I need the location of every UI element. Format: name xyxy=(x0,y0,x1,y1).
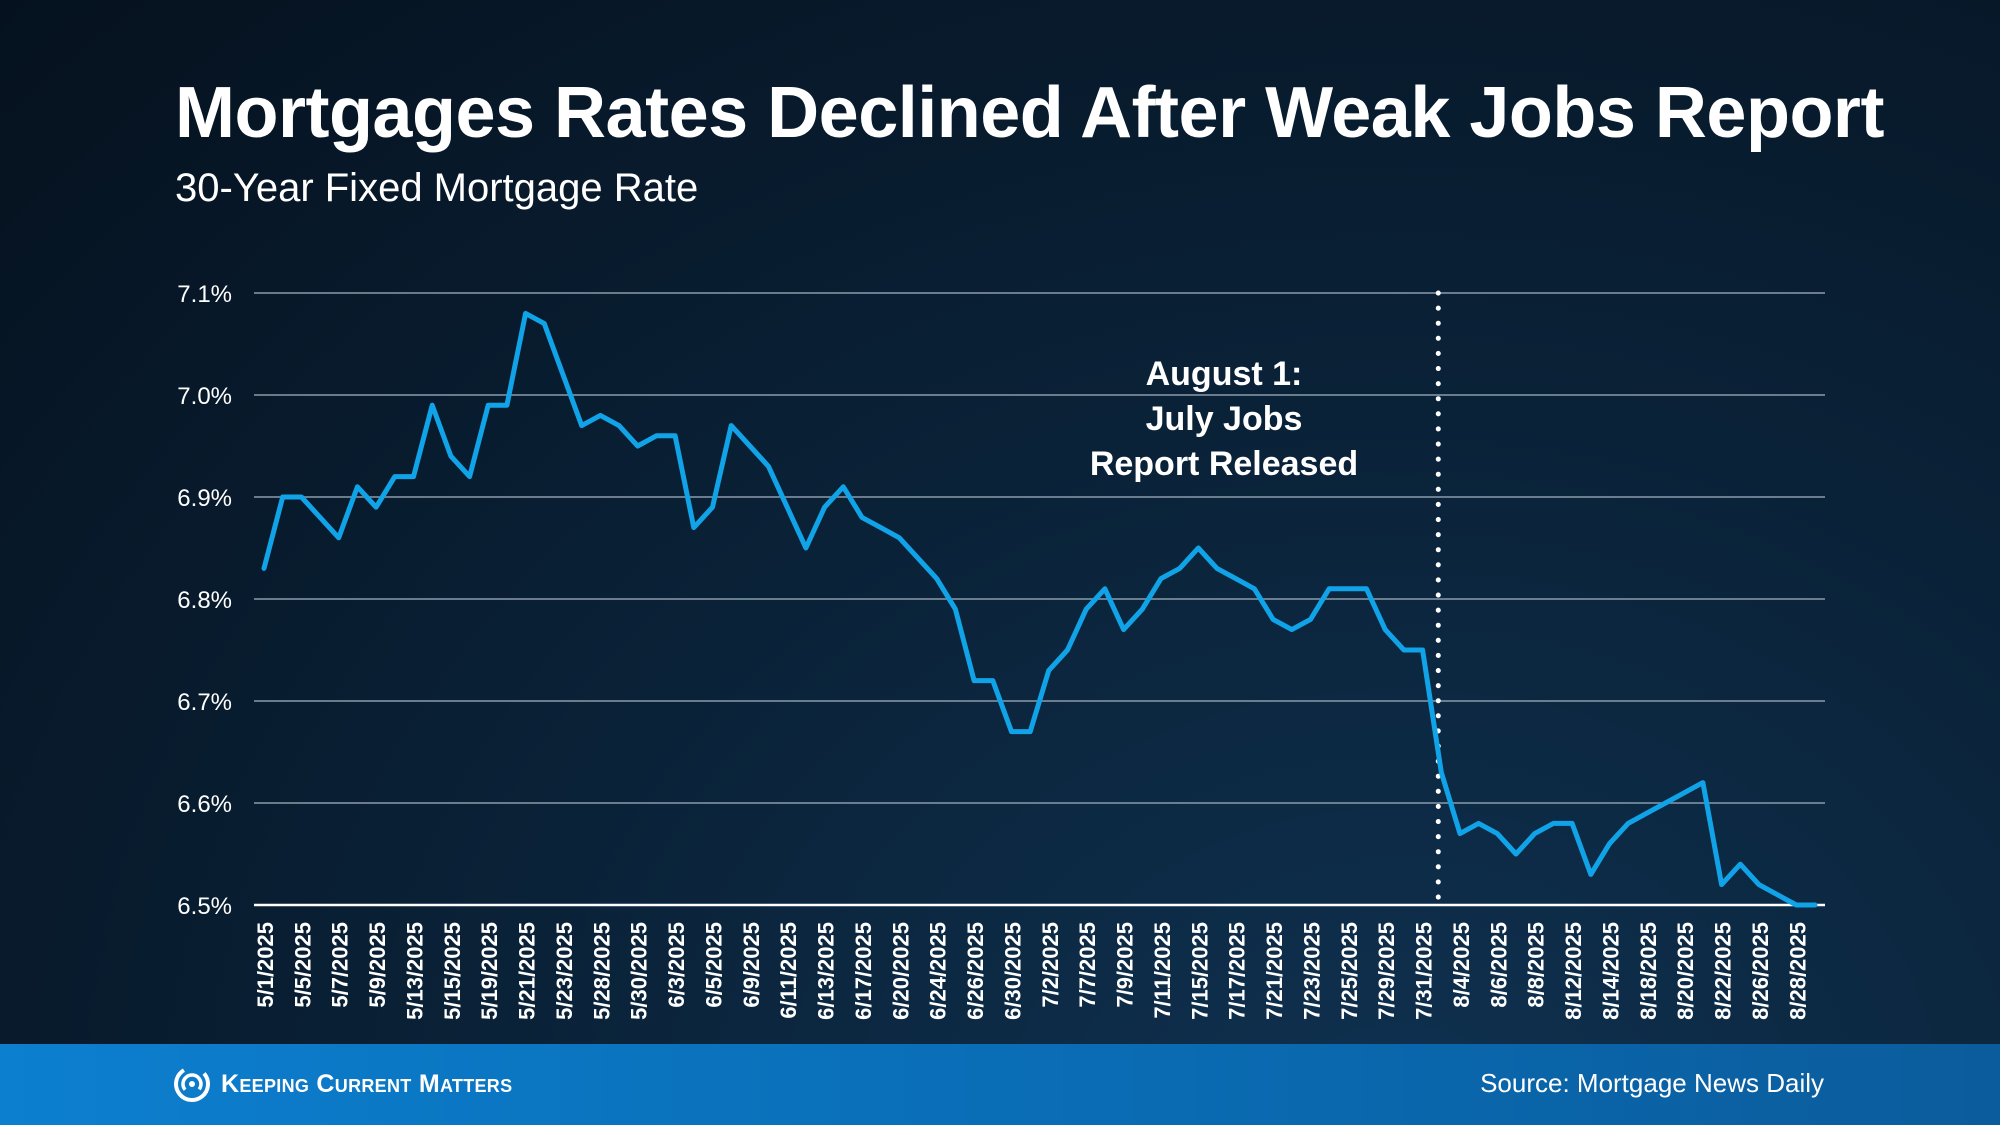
x-tick-label: 8/4/2025 xyxy=(1449,922,1474,1008)
series-line xyxy=(261,310,1818,908)
x-tick-label: 7/29/2025 xyxy=(1374,922,1399,1020)
x-tick-label: 5/15/2025 xyxy=(440,922,465,1020)
x-tick-label: 7/9/2025 xyxy=(1113,922,1138,1008)
y-tick-label: 7.0% xyxy=(177,383,232,410)
x-tick-label: 7/21/2025 xyxy=(1262,922,1287,1020)
x-tick-label: 7/17/2025 xyxy=(1225,922,1250,1020)
x-tick-label: 7/23/2025 xyxy=(1299,922,1324,1020)
x-tick-label: 6/20/2025 xyxy=(888,922,913,1020)
y-tick-label: 6.6% xyxy=(177,791,232,818)
x-tick-label: 6/24/2025 xyxy=(926,922,951,1020)
x-tick-label: 5/30/2025 xyxy=(627,922,652,1020)
x-tick-label: 6/5/2025 xyxy=(701,922,726,1008)
x-tick-label: 8/20/2025 xyxy=(1673,922,1698,1020)
x-tick-label: 8/8/2025 xyxy=(1524,922,1549,1008)
x-tick-label: 5/21/2025 xyxy=(515,922,540,1020)
x-tick-label: 6/11/2025 xyxy=(776,922,801,1019)
x-tick-label: 8/26/2025 xyxy=(1748,922,1773,1020)
y-tick-label: 6.7% xyxy=(177,689,232,716)
x-tick-label: 5/13/2025 xyxy=(402,922,427,1020)
brand: Keeping Current Matters xyxy=(173,1062,512,1106)
x-tick-label: 7/11/2025 xyxy=(1150,922,1175,1019)
x-tick-label: 5/19/2025 xyxy=(477,922,502,1020)
y-tick-label: 6.9% xyxy=(177,485,232,512)
x-tick-label: 6/3/2025 xyxy=(664,922,689,1008)
source-label: Source: Mortgage News Daily xyxy=(1480,1068,1824,1098)
x-tick-label: 8/6/2025 xyxy=(1486,922,1511,1008)
line-chart: 6.5% 6.6% 6.7% 6.8% 6.9% 7.0% 7.1% 5/1/2025 5/5/… xyxy=(177,281,1825,1020)
x-tick-label: 8/14/2025 xyxy=(1598,922,1623,1020)
swirl-logo-icon xyxy=(174,1066,210,1102)
y-tick-label: 7.1% xyxy=(177,281,232,308)
x-tick-label: 7/31/2025 xyxy=(1412,922,1437,1020)
x-tick-label: 7/7/2025 xyxy=(1075,922,1100,1008)
x-tick-label: 7/25/2025 xyxy=(1337,922,1362,1020)
x-tick-label: 6/30/2025 xyxy=(1000,922,1025,1020)
x-tick-label: 5/7/2025 xyxy=(328,922,353,1008)
x-tick-label: 5/23/2025 xyxy=(552,922,577,1020)
annotation-label: July Jobs xyxy=(1146,400,1303,438)
x-tick-label: 8/22/2025 xyxy=(1711,922,1736,1020)
x-tick-label: 8/18/2025 xyxy=(1636,922,1661,1020)
annotation-label: Report Released xyxy=(1090,445,1358,483)
page-title: Mortgages Rates Declined After Weak Jobs… xyxy=(175,73,1884,153)
x-tick-label: 5/9/2025 xyxy=(365,922,390,1008)
x-tick-label: 5/5/2025 xyxy=(290,922,315,1008)
y-tick-label: 6.8% xyxy=(177,587,232,614)
y-tick-label: 6.5% xyxy=(177,893,232,920)
x-tick-label: 6/26/2025 xyxy=(963,922,988,1020)
x-tick-label: 6/17/2025 xyxy=(851,922,876,1020)
x-tick-label: 5/1/2025 xyxy=(253,922,278,1008)
x-tick-label: 7/15/2025 xyxy=(1187,922,1212,1020)
x-tick-label: 8/12/2025 xyxy=(1561,922,1586,1020)
x-tick-label: 6/9/2025 xyxy=(739,922,764,1008)
brand-name: Keeping Current Matters xyxy=(221,1069,513,1098)
page-subtitle: 30-Year Fixed Mortgage Rate xyxy=(175,166,699,210)
x-tick-label: 7/2/2025 xyxy=(1038,922,1063,1008)
annotation-label: August 1: xyxy=(1146,355,1303,393)
footer-band: Keeping Current Matters Source: Mortgage… xyxy=(0,1044,2000,1125)
x-tick-label: 6/13/2025 xyxy=(814,922,839,1020)
x-tick-label: 5/28/2025 xyxy=(589,922,614,1020)
x-tick-label: 8/28/2025 xyxy=(1785,922,1810,1020)
